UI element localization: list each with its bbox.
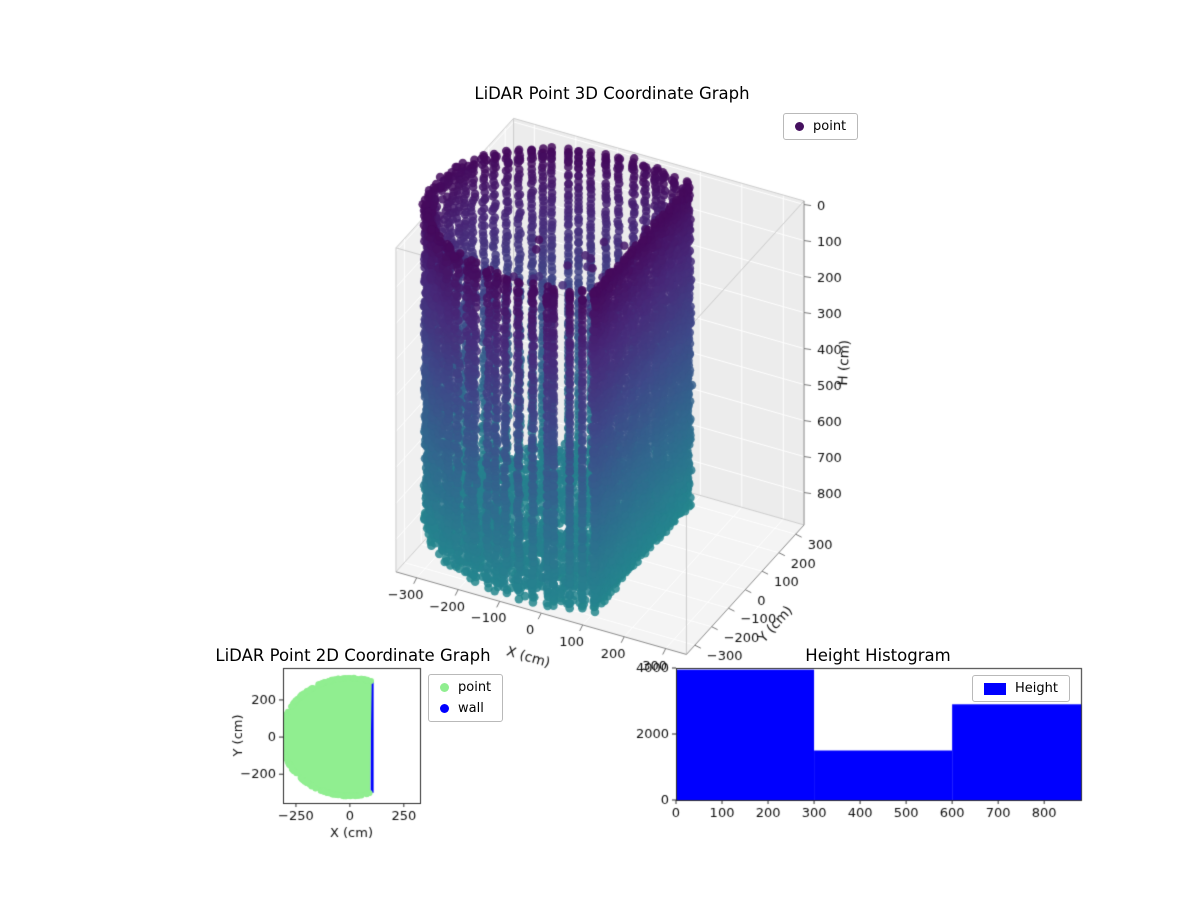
legend-2d: point wall <box>428 674 504 722</box>
point-marker-icon <box>795 122 804 131</box>
legend-label-point: point <box>458 680 492 695</box>
legend-label-point: point <box>813 119 847 134</box>
legend-entry-height: Height <box>984 681 1058 696</box>
wall-marker-icon <box>440 704 449 713</box>
plot-histogram-title: Height Histogram <box>805 646 951 665</box>
legend-entry-wall: wall <box>440 701 491 716</box>
legend-entry-point: point <box>440 680 491 695</box>
point-marker-icon <box>440 683 449 692</box>
legend-entry-point: point <box>795 119 846 134</box>
plot-2d-title: LiDAR Point 2D Coordinate Graph <box>215 646 491 665</box>
legend-label-height: Height <box>1015 681 1058 696</box>
legend-3d: point <box>783 113 859 140</box>
legend-histogram: Height <box>972 675 1070 702</box>
legend-label-wall: wall <box>458 701 484 716</box>
height-swatch-icon <box>984 682 1006 695</box>
plot-3d-title: LiDAR Point 3D Coordinate Graph <box>474 84 750 103</box>
